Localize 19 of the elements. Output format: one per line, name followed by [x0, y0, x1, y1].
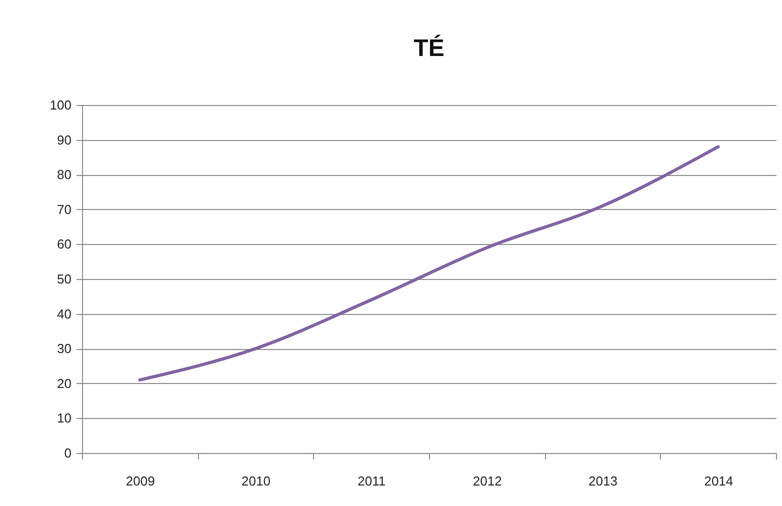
y-tick-label: 50 [57, 272, 72, 286]
y-tick-label: 10 [57, 410, 72, 426]
y-tick-label: 20 [57, 376, 72, 391]
chart-title: TÉ [414, 34, 444, 62]
x-tick-label: 2013 [588, 474, 618, 488]
y-tick-label: 90 [57, 132, 72, 148]
x-tick-label: 2012 [472, 474, 502, 488]
y-tick-label: 60 [57, 236, 72, 252]
y-tick-label: 80 [57, 167, 72, 182]
y-tick-label: 0 [64, 446, 72, 460]
y-tick-label: 30 [57, 341, 72, 356]
y-tick-label: 70 [57, 202, 72, 217]
x-tick-label: 2010 [242, 474, 270, 488]
y-tick-label: 40 [57, 306, 72, 322]
x-tick-label: 2009 [126, 474, 155, 488]
line-series [138, 145, 720, 382]
x-tick-label: 2011 [358, 474, 386, 488]
x-tick-label: 2014 [704, 474, 734, 488]
y-tick-label: 100 [50, 98, 72, 112]
